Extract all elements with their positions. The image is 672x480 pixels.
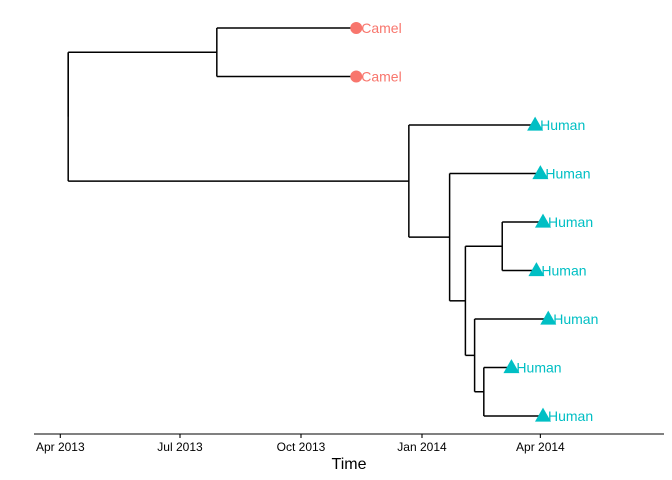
x-tick-label: Jan 2014 [397, 440, 447, 454]
human-tip-marker [534, 213, 551, 228]
human-tip-marker [527, 116, 544, 131]
tip-labels: Camel Camel Human Human Human Human Human Human… [361, 20, 598, 424]
human-tip-label: Human [545, 166, 590, 182]
tip-markers [350, 22, 557, 422]
x-tick-label: Jul 2013 [157, 440, 203, 454]
tree-branches [67, 27, 549, 417]
human-tip-label: Human [541, 263, 586, 279]
human-tip-marker [528, 262, 545, 277]
human-tip-marker [532, 165, 549, 180]
camel-tip-marker [350, 22, 363, 34]
human-tip-label: Human [548, 408, 593, 424]
human-tip-label: Human [540, 117, 585, 133]
human-tip-marker [540, 310, 557, 325]
x-tick-label: Apr 2014 [516, 440, 565, 454]
camel-tip-label: Camel [361, 69, 401, 85]
human-tip-label: Human [516, 360, 561, 376]
camel-tip-marker [350, 70, 363, 83]
x-tick-label: Apr 2013 [36, 440, 85, 454]
x-axis-ticks: Apr 2013 Jul 2013 Oct 2013 Jan 2014 Apr 2014 [36, 434, 565, 454]
camel-tip-label: Camel [361, 20, 401, 36]
human-tip-marker [534, 407, 551, 422]
x-tick-label: Oct 2013 [277, 440, 326, 454]
x-axis-title: Time [332, 456, 367, 473]
human-tip-label: Human [553, 311, 598, 327]
human-tip-label: Human [548, 214, 593, 230]
human-tip-marker [503, 359, 520, 374]
